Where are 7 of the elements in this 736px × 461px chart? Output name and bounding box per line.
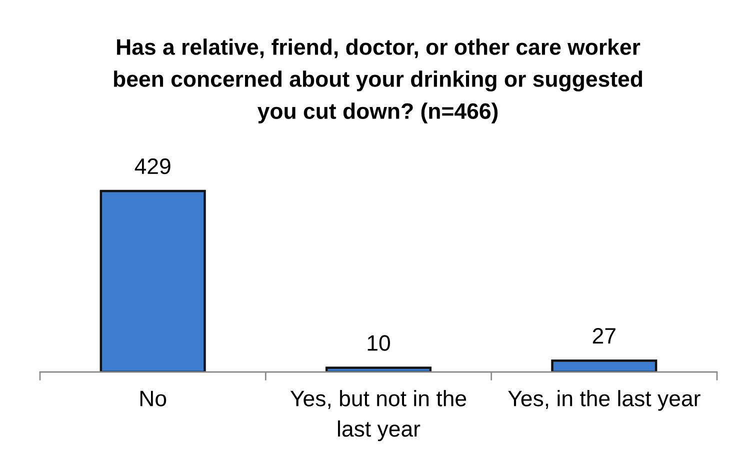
data-label: 27 <box>592 328 616 344</box>
chart-title: Has a relative, friend, doctor, or other care worker been concerned about your drinking or suggested you cut down? (n=466) <box>114 38 642 124</box>
data-label: 429 <box>134 158 170 174</box>
x-tick-label: Yes, but not in the last year <box>290 390 466 442</box>
data-label: 10 <box>368 335 390 351</box>
x-tick-label: No <box>140 390 166 406</box>
x-tick-label: Yes, in the last year <box>508 390 700 411</box>
